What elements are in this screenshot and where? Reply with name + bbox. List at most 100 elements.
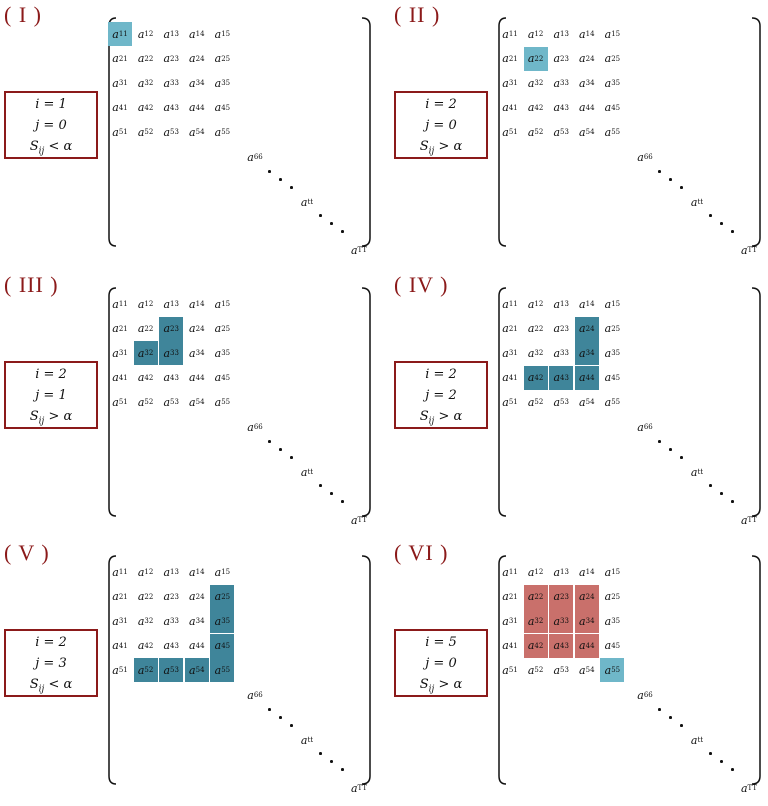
matrix-entry: a 54 [184, 658, 209, 682]
diagonal-dot [658, 708, 661, 711]
condition-box: i = 2 j = 2 Sij > α [394, 361, 488, 429]
entry-subscript: 15 [221, 300, 231, 308]
matrix-entry: a 24 [574, 584, 599, 609]
matrix-entry: a 31 [498, 609, 522, 633]
diagonal-dot [709, 214, 712, 217]
condition-s: Sij > α [420, 136, 463, 157]
entry-subscript: 15 [611, 300, 621, 308]
entry-subscript: 24 [585, 592, 595, 601]
entry-base: a [300, 195, 308, 209]
entry-base: a [579, 663, 586, 677]
condition-s: Sij > α [420, 674, 463, 695]
entry-subscript: 15 [221, 30, 231, 38]
entry-base: a [350, 781, 358, 795]
entry-subscript: 14 [585, 568, 595, 576]
matrix-diagonal-entry: a 66 [630, 415, 660, 439]
matrix-entry: a 13 [159, 560, 183, 584]
entry-subscript: 34 [585, 349, 595, 357]
entry-base: a [553, 297, 560, 311]
diagonal-dot [680, 186, 683, 189]
entry-base: a [502, 52, 509, 65]
diagonal-dot [279, 448, 282, 451]
matrix-entry: a 35 [600, 71, 624, 95]
right-bracket [751, 555, 761, 785]
matrix-diagonal-entry: a tt [292, 728, 322, 752]
diagonal-dot [720, 760, 723, 763]
entry-base: a [112, 371, 119, 384]
entry-base: a [189, 565, 196, 579]
entry-subscript: 66 [643, 691, 653, 699]
matrix-entry: a 55 [210, 390, 234, 414]
entry-subscript: 35 [221, 79, 231, 87]
entry-base: a [112, 27, 119, 41]
left-bracket [108, 17, 117, 247]
entry-subscript: 25 [221, 324, 231, 333]
entry-base: a [247, 150, 254, 164]
condition-box: i = 5 j = 0 Sij > α [394, 629, 488, 697]
entry-subscript: 21 [508, 54, 518, 63]
entry-base: a [579, 27, 586, 41]
matrix-entry: a 55 [600, 658, 625, 682]
entry-base: a [579, 639, 586, 652]
matrix-entry: a 32 [524, 71, 548, 95]
entry-subscript: 14 [195, 568, 205, 576]
matrix-entry: a 31 [108, 341, 132, 365]
matrix-entry: a 33 [549, 71, 573, 95]
entry-base: a [189, 322, 196, 335]
matrix-entry: a 23 [549, 317, 573, 341]
entry-subscript: 25 [221, 592, 231, 601]
condition-s-symbol: S [29, 138, 39, 154]
entry-base: a [214, 565, 222, 579]
matrix-entry: a 41 [498, 634, 522, 658]
matrix-entry: a 45 [210, 633, 235, 658]
entry-subscript: 41 [508, 641, 518, 650]
condition-s-comparison: < α [44, 138, 73, 154]
entry-subscript: 32 [144, 349, 154, 357]
diagonal-dot [341, 500, 344, 503]
entry-base: a [553, 371, 560, 384]
entry-subscript: 44 [585, 373, 595, 382]
entry-subscript: 31 [508, 349, 518, 357]
left-bracket [108, 287, 117, 517]
entry-subscript: 55 [611, 666, 621, 674]
entry-base: a [502, 27, 509, 41]
entry-base: a [527, 614, 535, 628]
matrix-brackets [498, 287, 761, 517]
entry-subscript: 55 [611, 128, 621, 136]
matrix-entry: a 24 [185, 317, 209, 341]
condition-j: j = 0 [425, 655, 457, 671]
matrix-entry: a 12 [134, 292, 158, 316]
entry-subscript: 14 [585, 300, 595, 308]
entry-subscript: 12 [534, 30, 544, 38]
entry-base: a [163, 322, 170, 335]
entry-subscript: 54 [195, 128, 205, 136]
entry-base: a [690, 195, 698, 209]
matrix-entry: a 24 [575, 47, 599, 71]
condition-box: i = 2 j = 0 Sij > α [394, 91, 488, 159]
matrix-entry: a 43 [159, 366, 183, 390]
entry-base: a [579, 125, 586, 139]
matrix-entry: a 23 [159, 47, 183, 71]
diagonal-dot [669, 716, 672, 719]
condition-s-subscript: ij [428, 416, 435, 427]
matrix-entry: a 15 [210, 292, 234, 316]
entry-base: a [137, 395, 145, 409]
matrix-diagonal-entry: a 66 [630, 145, 660, 169]
entry-base: a [112, 590, 119, 603]
entry-base: a [112, 663, 119, 677]
entry-base: a [502, 614, 509, 628]
matrix-entry: a 32 [134, 609, 158, 633]
entry-subscript: 23 [560, 54, 569, 63]
matrix-entry: a 53 [159, 658, 184, 682]
matrix-diagonal-entry: a 66 [240, 145, 270, 169]
matrix-entry: a 44 [185, 366, 209, 390]
entry-base: a [637, 420, 644, 434]
entry-subscript: 23 [170, 324, 179, 333]
entry-subscript: 43 [170, 103, 179, 112]
entry-base: a [740, 243, 748, 257]
entry-base: a [137, 101, 145, 114]
matrix-brackets [498, 17, 761, 247]
condition-j: j = 2 [425, 387, 457, 403]
matrix-entry: a 13 [159, 292, 183, 316]
entry-base: a [189, 27, 196, 41]
